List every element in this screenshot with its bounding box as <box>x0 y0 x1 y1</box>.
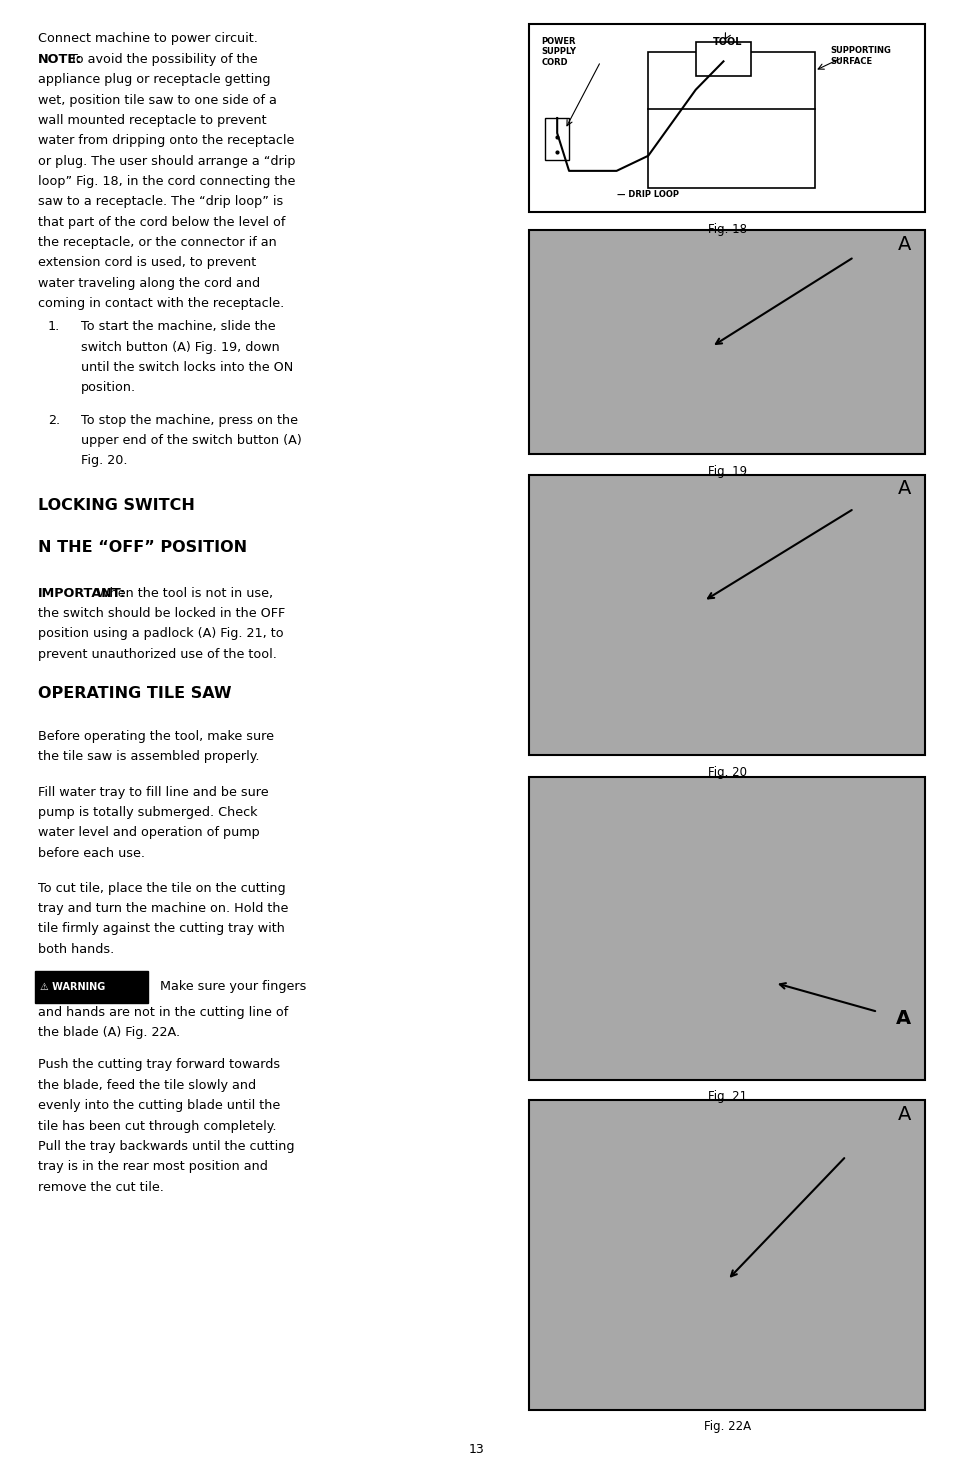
Bar <box>529 24 924 212</box>
Text: the blade, feed the tile slowly and: the blade, feed the tile slowly and <box>38 1078 256 1092</box>
Text: A: A <box>895 1009 910 1028</box>
Bar <box>35 971 148 1003</box>
Text: — DRIP LOOP: — DRIP LOOP <box>616 190 678 199</box>
Bar <box>529 230 924 454</box>
Text: prevent unauthorized use of the tool.: prevent unauthorized use of the tool. <box>38 648 276 661</box>
Bar <box>529 1100 924 1410</box>
Text: A: A <box>897 1105 910 1124</box>
Text: Fig. 22A: Fig. 22A <box>703 1420 750 1434</box>
Text: wall mounted receptacle to prevent: wall mounted receptacle to prevent <box>38 114 267 127</box>
Bar <box>695 43 750 77</box>
Text: A: A <box>897 235 910 254</box>
Text: the receptacle, or the connector if an: the receptacle, or the connector if an <box>38 236 276 249</box>
Text: When the tool is not in use,: When the tool is not in use, <box>93 587 274 600</box>
Text: water from dripping onto the receptacle: water from dripping onto the receptacle <box>38 134 294 148</box>
Text: To start the machine, slide the: To start the machine, slide the <box>81 320 275 333</box>
Text: Fig. 21: Fig. 21 <box>707 1090 746 1103</box>
Text: the switch should be locked in the OFF: the switch should be locked in the OFF <box>38 608 285 620</box>
Text: IMPORTANT:: IMPORTANT: <box>38 587 126 600</box>
Text: pump is totally submerged. Check: pump is totally submerged. Check <box>38 805 257 819</box>
Text: Fig. 20: Fig. 20 <box>707 766 746 779</box>
Text: tray and turn the machine on. Hold the: tray and turn the machine on. Hold the <box>38 903 288 914</box>
Text: To cut tile, place the tile on the cutting: To cut tile, place the tile on the cutti… <box>38 882 286 895</box>
Text: saw to a receptacle. The “drip loop” is: saw to a receptacle. The “drip loop” is <box>38 195 283 208</box>
Text: water level and operation of pump: water level and operation of pump <box>38 826 259 839</box>
Text: appliance plug or receptacle getting: appliance plug or receptacle getting <box>38 74 271 86</box>
Text: switch button (A) Fig. 19, down: switch button (A) Fig. 19, down <box>81 341 279 354</box>
Text: Fig. 19: Fig. 19 <box>707 465 746 478</box>
Bar <box>529 475 924 755</box>
Text: loop” Fig. 18, in the cord connecting the: loop” Fig. 18, in the cord connecting th… <box>38 176 295 187</box>
Text: To avoid the possibility of the: To avoid the possibility of the <box>66 53 257 66</box>
Text: extension cord is used, to prevent: extension cord is used, to prevent <box>38 257 256 270</box>
Text: OPERATING TILE SAW: OPERATING TILE SAW <box>38 686 232 701</box>
Text: and hands are not in the cutting line of: and hands are not in the cutting line of <box>38 1006 288 1019</box>
Bar <box>648 52 814 187</box>
Text: 2.: 2. <box>48 413 60 426</box>
Text: position.: position. <box>81 382 136 394</box>
Text: LOCKING SWITCH: LOCKING SWITCH <box>38 499 194 513</box>
Text: POWER
SUPPLY
CORD: POWER SUPPLY CORD <box>540 37 576 66</box>
Text: until the switch locks into the ON: until the switch locks into the ON <box>81 361 293 375</box>
Text: tile firmly against the cutting tray with: tile firmly against the cutting tray wit… <box>38 922 285 935</box>
Text: tile has been cut through completely.: tile has been cut through completely. <box>38 1120 276 1133</box>
Text: Push the cutting tray forward towards: Push the cutting tray forward towards <box>38 1059 280 1071</box>
Text: Fig. 18: Fig. 18 <box>707 223 746 236</box>
Text: N THE “OFF” POSITION: N THE “OFF” POSITION <box>38 540 247 555</box>
Text: position using a padlock (A) Fig. 21, to: position using a padlock (A) Fig. 21, to <box>38 627 283 640</box>
Text: TOOL: TOOL <box>712 37 741 47</box>
Text: coming in contact with the receptacle.: coming in contact with the receptacle. <box>38 296 284 310</box>
Bar <box>545 118 568 159</box>
Text: tray is in the rear most position and: tray is in the rear most position and <box>38 1161 268 1173</box>
Text: Fig. 20.: Fig. 20. <box>81 454 128 468</box>
Text: before each use.: before each use. <box>38 847 145 860</box>
Text: remove the cut tile.: remove the cut tile. <box>38 1180 164 1193</box>
Text: that part of the cord below the level of: that part of the cord below the level of <box>38 215 285 229</box>
Text: Before operating the tool, make sure: Before operating the tool, make sure <box>38 730 274 743</box>
Text: ⚠ WARNING: ⚠ WARNING <box>40 982 105 991</box>
Text: Fill water tray to fill line and be sure: Fill water tray to fill line and be sure <box>38 786 269 798</box>
Text: To stop the machine, press on the: To stop the machine, press on the <box>81 413 297 426</box>
Text: the blade (A) Fig. 22A.: the blade (A) Fig. 22A. <box>38 1027 180 1040</box>
Text: evenly into the cutting blade until the: evenly into the cutting blade until the <box>38 1099 280 1112</box>
Text: wet, position tile saw to one side of a: wet, position tile saw to one side of a <box>38 93 276 106</box>
Text: A: A <box>897 479 910 499</box>
Text: 1.: 1. <box>48 320 60 333</box>
Text: SUPPORTING
SURFACE: SUPPORTING SURFACE <box>829 46 890 66</box>
Text: Connect machine to power circuit.: Connect machine to power circuit. <box>38 32 257 46</box>
Text: water traveling along the cord and: water traveling along the cord and <box>38 277 260 289</box>
Bar <box>529 777 924 1080</box>
Text: the tile saw is assembled properly.: the tile saw is assembled properly. <box>38 751 259 764</box>
Text: Pull the tray backwards until the cutting: Pull the tray backwards until the cuttin… <box>38 1140 294 1153</box>
Text: NOTE:: NOTE: <box>38 53 82 66</box>
Text: Make sure your fingers: Make sure your fingers <box>155 981 306 993</box>
Text: both hands.: both hands. <box>38 943 114 956</box>
Text: upper end of the switch button (A): upper end of the switch button (A) <box>81 434 301 447</box>
Text: 13: 13 <box>469 1443 484 1456</box>
Text: or plug. The user should arrange a “drip: or plug. The user should arrange a “drip <box>38 155 295 168</box>
